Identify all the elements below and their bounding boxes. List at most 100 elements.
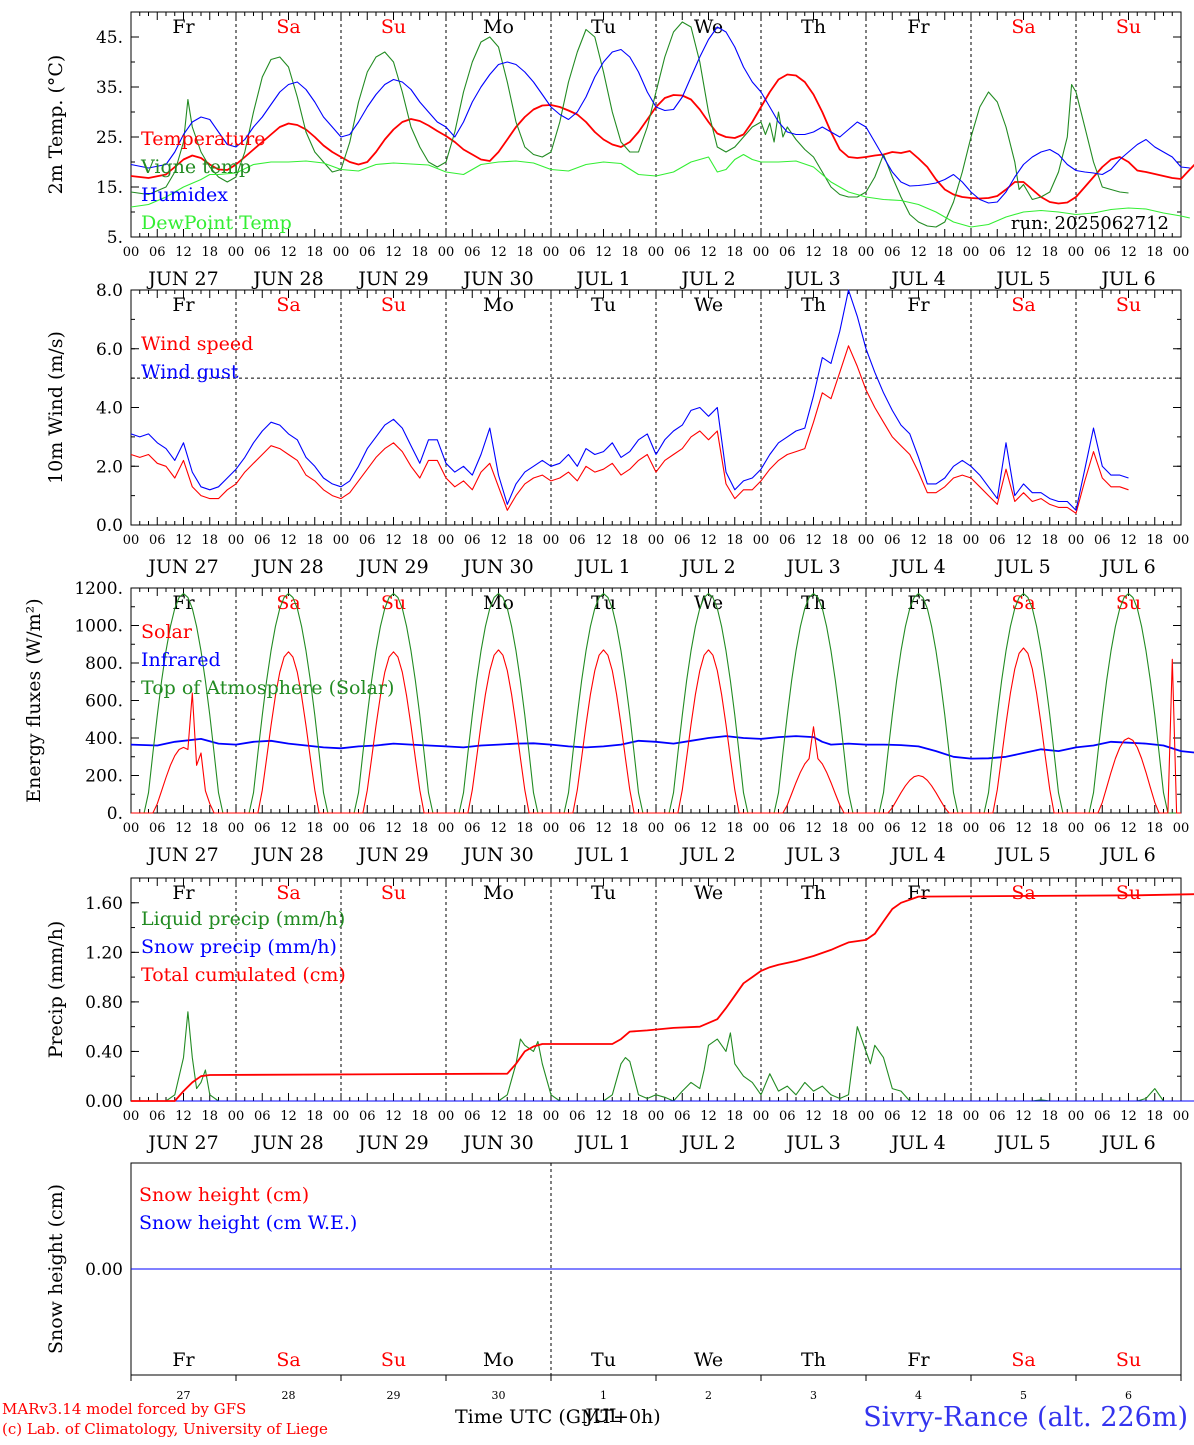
hour-tick-label: 12 bbox=[910, 245, 927, 260]
month-label: JUL bbox=[583, 1405, 622, 1427]
y-tick-label: 4.0 bbox=[96, 399, 123, 419]
hour-tick-label: 00 bbox=[543, 1109, 560, 1124]
hour-tick-label: 00 bbox=[228, 821, 245, 836]
date-label: JUL 1 bbox=[574, 556, 630, 578]
hour-tick-label: 06 bbox=[884, 533, 901, 548]
hour-tick-label: 18 bbox=[516, 533, 533, 548]
date-label: JUL 1 bbox=[574, 1132, 630, 1154]
day-name: Sa bbox=[1011, 592, 1035, 614]
hour-tick-label: 12 bbox=[175, 245, 192, 260]
date-label: JUL 2 bbox=[679, 844, 735, 866]
hour-tick-label: 06 bbox=[254, 1109, 271, 1124]
date-label: JUN 29 bbox=[356, 556, 428, 578]
hour-tick-label: 00 bbox=[228, 533, 245, 548]
plot-frame bbox=[130, 11, 1182, 238]
day-name: Su bbox=[1116, 592, 1141, 614]
hour-tick-label: 12 bbox=[910, 821, 927, 836]
hour-tick-label: 06 bbox=[1094, 245, 1111, 260]
hour-tick-label: 12 bbox=[490, 533, 507, 548]
hour-tick-label: 18 bbox=[621, 533, 638, 548]
hour-tick-label: 12 bbox=[280, 821, 297, 836]
date-label: JUL 4 bbox=[889, 844, 945, 866]
day-name: Fr bbox=[907, 294, 930, 316]
hour-tick-label: 18 bbox=[936, 245, 953, 260]
day-name: Fr bbox=[172, 16, 195, 38]
hour-tick-label: 06 bbox=[779, 1109, 796, 1124]
hour-tick-label: 12 bbox=[805, 245, 822, 260]
hour-tick-label: 06 bbox=[149, 245, 166, 260]
day-name: Mo bbox=[483, 16, 514, 38]
hour-tick-label: 18 bbox=[831, 245, 848, 260]
hour-tick-label: 06 bbox=[254, 245, 271, 260]
panel-3: 00 06 12 18 00 06 12 18 00 06 12 18 00 06 12 18 00 06 12 18… bbox=[23, 579, 1194, 866]
hour-tick-label: 12 bbox=[1015, 245, 1032, 260]
date-label: JUN 28 bbox=[251, 268, 323, 290]
station-label: Sivry-Rance (alt. 226m) bbox=[863, 1402, 1188, 1433]
hour-tick-label: 12 bbox=[280, 533, 297, 548]
date-label: JUL 1 bbox=[574, 268, 630, 290]
day-name: Th bbox=[801, 882, 826, 904]
hour-tick-label: 00 bbox=[858, 245, 875, 260]
y-tick-label: 0.40 bbox=[85, 1042, 123, 1062]
day-name: Tu bbox=[591, 1349, 616, 1371]
day-name: Sa bbox=[276, 882, 300, 904]
hour-tick-label: 00 bbox=[123, 245, 140, 260]
hour-tick-label: 06 bbox=[989, 533, 1006, 548]
day-name: Fr bbox=[907, 882, 930, 904]
hour-tick-label: 12 bbox=[280, 1109, 297, 1124]
hour-tick-label: 00 bbox=[858, 1109, 875, 1124]
y-axis-label: 2m Temp. (°C) bbox=[45, 55, 67, 195]
hour-tick-label: 12 bbox=[1015, 1109, 1032, 1124]
hour-tick-label: 06 bbox=[359, 245, 376, 260]
y-tick-label: 1.60 bbox=[85, 894, 123, 914]
date-label: JUN 29 bbox=[356, 844, 428, 866]
day-name: Sa bbox=[276, 16, 300, 38]
hour-tick-label: 00 bbox=[438, 533, 455, 548]
plot-frame bbox=[130, 587, 1182, 814]
hour-tick-label: 12 bbox=[385, 1109, 402, 1124]
date-tick-label: 4 bbox=[915, 1389, 922, 1402]
day-name: Th bbox=[801, 592, 826, 614]
hour-tick-label: 06 bbox=[884, 821, 901, 836]
time-axis-label: Time UTC (GMT+0h) bbox=[455, 1406, 661, 1428]
date-tick-label: 27 bbox=[177, 1389, 191, 1402]
hour-tick-label: 18 bbox=[1041, 533, 1058, 548]
hour-tick-label: 18 bbox=[201, 1109, 218, 1124]
legend-entry: Snow height (cm W.E.) bbox=[139, 1212, 357, 1234]
hour-tick-label: 00 bbox=[963, 1109, 980, 1124]
hour-tick-label: 18 bbox=[201, 533, 218, 548]
hour-tick-label: 00 bbox=[1173, 533, 1190, 548]
hour-tick-label: 00 bbox=[333, 533, 350, 548]
hour-tick-label: 06 bbox=[569, 821, 586, 836]
day-name: Sa bbox=[276, 294, 300, 316]
hour-tick-label: 06 bbox=[779, 821, 796, 836]
date-label: JUL 4 bbox=[889, 268, 945, 290]
hour-tick-label: 06 bbox=[464, 821, 481, 836]
hour-tick-label: 12 bbox=[1015, 533, 1032, 548]
date-label: JUN 27 bbox=[146, 556, 218, 578]
day-name: Sa bbox=[1011, 16, 1035, 38]
hour-tick-label: 06 bbox=[569, 1109, 586, 1124]
hour-tick-label: 12 bbox=[385, 245, 402, 260]
run-label: run: 2025062712 bbox=[1011, 213, 1169, 234]
hour-tick-label: 12 bbox=[1120, 533, 1137, 548]
date-label: JUN 30 bbox=[461, 1132, 533, 1154]
hour-tick-label: 18 bbox=[726, 821, 743, 836]
hour-tick-label: 12 bbox=[805, 533, 822, 548]
date-label: JUL 3 bbox=[784, 268, 840, 290]
hour-tick-label: 18 bbox=[936, 821, 953, 836]
y-axis-label: Energy fluxes (W/m²) bbox=[23, 598, 45, 802]
date-label: JUN 28 bbox=[251, 556, 323, 578]
legend-entry: Snow height (cm) bbox=[139, 1184, 309, 1206]
y-tick-label: 2.0 bbox=[96, 457, 123, 477]
day-name: Fr bbox=[172, 882, 195, 904]
day-name: Fr bbox=[172, 592, 195, 614]
hour-tick-label: 18 bbox=[726, 1109, 743, 1124]
date-label: JUL 5 bbox=[994, 556, 1050, 578]
hour-tick-label: 12 bbox=[490, 1109, 507, 1124]
hour-tick-label: 18 bbox=[411, 821, 428, 836]
hour-tick-label: 00 bbox=[333, 245, 350, 260]
hour-tick-label: 06 bbox=[884, 245, 901, 260]
